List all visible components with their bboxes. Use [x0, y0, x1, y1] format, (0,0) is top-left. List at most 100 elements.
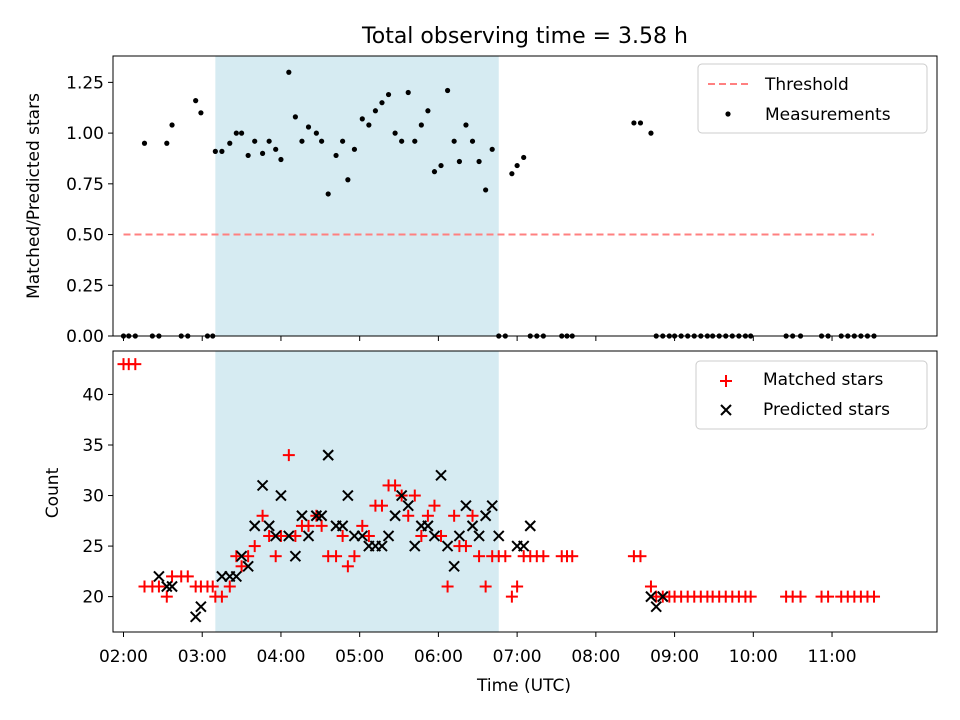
- predicted-star-point: [441, 540, 454, 552]
- measurement-point: [359, 116, 365, 122]
- predicted-star-point: [428, 530, 441, 542]
- measurement-point: [212, 148, 218, 154]
- legend-measurements-swatch: [725, 111, 731, 117]
- top-y-tick-label: 0.75: [66, 175, 104, 195]
- top-y-tick-label: 0.00: [66, 327, 104, 347]
- measurement-point: [631, 120, 637, 126]
- measurement-point: [438, 162, 444, 169]
- bottom-legend: Matched stars Predicted stars: [695, 360, 928, 430]
- measurement-point: [278, 156, 284, 163]
- predicted-star-point: [248, 520, 261, 532]
- measurement-point: [431, 169, 438, 175]
- top-y-tick-label: 0.50: [66, 226, 104, 246]
- measurement-point: [514, 162, 520, 169]
- top-panel: 0.00 0.25 0.50 0.75 1.00 1.25 Matched/Predict…: [24, 55, 938, 347]
- chart-title: Total observing time = 3.58 h: [361, 24, 688, 49]
- measurement-point: [286, 69, 292, 75]
- measurement-point: [141, 140, 148, 146]
- measurement-point: [252, 138, 258, 144]
- measurement-point: [379, 100, 385, 106]
- bottom-y-tick-label: 35: [82, 436, 104, 456]
- measurement-point: [509, 171, 515, 177]
- predicted-star-point: [486, 499, 498, 512]
- predicted-star-point: [460, 499, 472, 512]
- measurement-point: [164, 140, 170, 146]
- predicted-star-point: [376, 540, 388, 552]
- matched-star-point: [375, 499, 388, 512]
- predicted-star-point: [650, 601, 662, 613]
- predicted-star-point: [402, 499, 414, 512]
- predicted-star-point: [275, 489, 287, 502]
- matched-star-point: [330, 550, 343, 563]
- matched-star-point: [402, 509, 415, 522]
- matched-star-point: [256, 509, 269, 522]
- predicted-star-point: [235, 550, 248, 562]
- measurement-point: [456, 158, 462, 165]
- matched-star-point: [428, 499, 441, 512]
- measurement-point: [340, 138, 346, 144]
- predicted-star-point: [322, 449, 334, 461]
- measurement-point: [476, 158, 482, 165]
- legend-matched-label: Matched stars: [763, 370, 883, 390]
- matched-star-point: [537, 550, 550, 563]
- matched-star-point: [336, 529, 349, 542]
- predicted-star-point: [382, 530, 395, 542]
- legend-matched-swatch: [720, 375, 732, 387]
- bottom-y-ticks: 20 25 30 35 40: [82, 385, 113, 608]
- matched-star-point: [868, 590, 881, 603]
- bottom-shaded-region: [215, 351, 499, 632]
- x-tick-label: 04:00: [256, 647, 305, 667]
- measurement-point: [637, 120, 644, 126]
- matched-star-point: [511, 580, 524, 593]
- predicted-star-point: [395, 489, 408, 502]
- x-tick-label: 03:00: [178, 647, 227, 667]
- matched-star-point: [466, 509, 479, 522]
- top-legend: Threshold Measurements: [697, 63, 928, 134]
- predicted-star-point: [453, 530, 466, 542]
- predicted-star-point: [289, 550, 302, 562]
- predicted-star-point: [422, 520, 434, 532]
- measurement-point: [259, 150, 266, 156]
- predicted-star-point: [283, 530, 295, 542]
- predicted-star-point: [389, 510, 401, 522]
- predicted-star-point: [657, 590, 669, 603]
- predicted-star-point: [645, 590, 657, 603]
- matched-star-point: [242, 550, 255, 563]
- matched-star-point: [160, 590, 173, 603]
- bottom-y-tick-label: 40: [82, 385, 104, 405]
- matched-star-point: [479, 580, 492, 593]
- matched-star-point: [644, 580, 657, 593]
- measurement-point: [412, 138, 418, 144]
- predicted-star-point: [435, 469, 447, 482]
- matched-star-point: [822, 590, 835, 603]
- measurement-point: [193, 98, 199, 104]
- matched-star-point: [215, 590, 228, 603]
- matched-star-point: [269, 550, 282, 563]
- matched-star-point: [499, 550, 512, 563]
- measurement-point: [292, 114, 298, 120]
- matched-star-point: [408, 489, 421, 502]
- bottom-x-ticks: 02:00 03:00 04:00 05:00 06:00 07:00 08:00 09:00…: [99, 632, 857, 667]
- measurement-point: [219, 148, 225, 154]
- x-tick-label: 06:00: [414, 647, 463, 667]
- x-tick-label: 08:00: [571, 647, 620, 667]
- matched-star-point: [566, 550, 579, 563]
- measurement-point: [313, 130, 319, 136]
- matched-star-point: [206, 580, 219, 593]
- predicted-star-point: [195, 601, 207, 613]
- measurement-point: [444, 87, 451, 94]
- measurement-point: [305, 124, 312, 130]
- matched-star-point: [448, 509, 461, 522]
- measurement-point: [273, 146, 279, 152]
- legend-predicted-swatch: [720, 404, 732, 416]
- x-tick-label: 07:00: [493, 647, 542, 667]
- predicted-star-point: [356, 530, 369, 542]
- matched-star-point: [794, 590, 807, 603]
- measurement-point: [392, 130, 398, 136]
- matched-star-point: [356, 519, 369, 532]
- bottom-y-axis-label: Count: [43, 467, 63, 518]
- predicted-star-point: [315, 510, 328, 522]
- matched-star-point: [362, 529, 375, 542]
- matched-star-point: [341, 560, 354, 573]
